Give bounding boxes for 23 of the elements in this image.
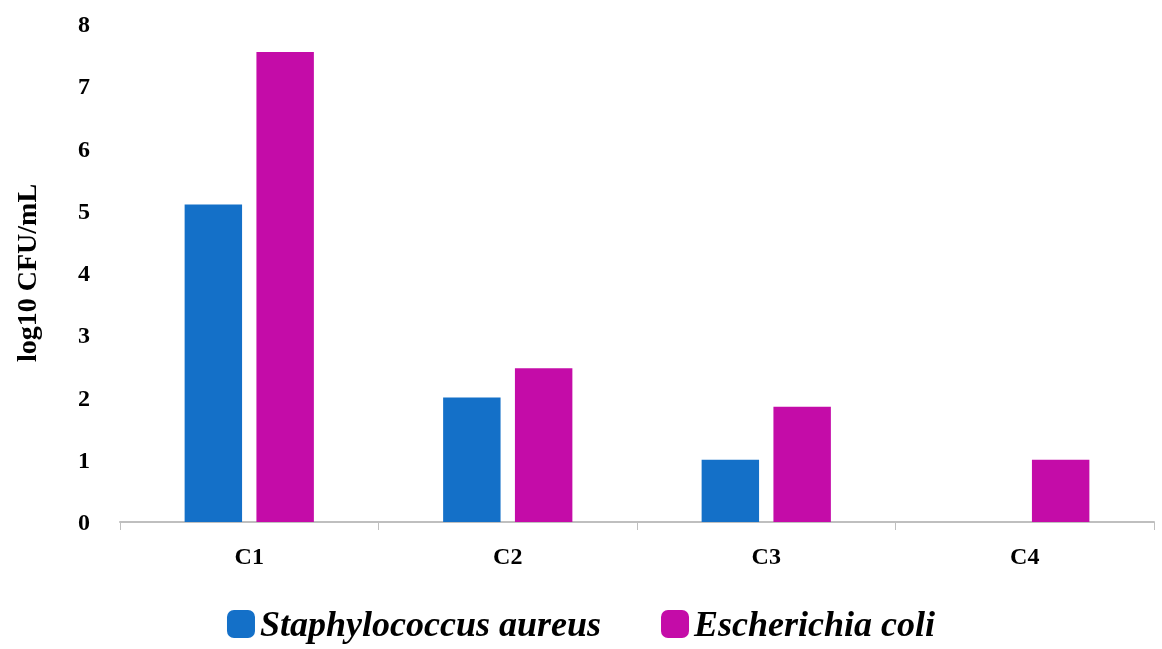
x-tick-label: C2: [493, 543, 523, 569]
y-tick-label: 4: [78, 260, 90, 286]
y-tick-label: 6: [78, 135, 90, 162]
y-tick-label: 8: [78, 11, 90, 37]
x-tick-label: C4: [1010, 543, 1040, 569]
bar: [514, 368, 573, 522]
y-tick-label: 7: [78, 73, 90, 100]
bar: [443, 397, 501, 522]
legend-label: Staphylococcus aureus: [259, 604, 602, 644]
y-tick-label: 5: [78, 197, 90, 224]
bar: [773, 406, 831, 522]
y-tick-label: 2: [78, 384, 90, 411]
y-tick-label: 1: [78, 446, 90, 473]
x-tick-label: C1: [234, 543, 264, 569]
y-tick-label: 0: [78, 509, 90, 535]
bar: [1031, 459, 1090, 522]
bar: [701, 459, 760, 522]
y-tick-label: 3: [78, 322, 90, 349]
bar: [184, 204, 243, 522]
y-axis-title: log10 CFU/mL: [10, 183, 42, 363]
x-tick-label: C3: [751, 543, 781, 569]
legend-label: Escherichia coli: [693, 604, 936, 644]
bar: [256, 52, 314, 522]
